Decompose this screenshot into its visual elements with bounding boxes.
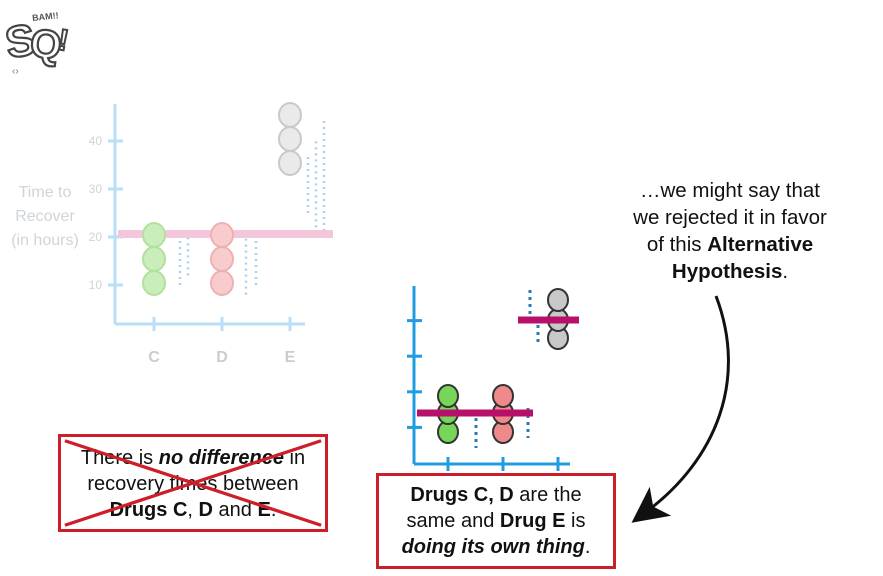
svg-text:BAM!!: BAM!! — [32, 10, 59, 23]
alternative-hypothesis-box: Drugs C, D are the same and Drug E is do… — [376, 473, 616, 569]
right-point-E-2 — [547, 288, 569, 312]
statquest-logo: S Q ! BAM!! ‹› — [1, 2, 78, 84]
left-data-points — [142, 102, 302, 296]
svg-text:‹›: ‹› — [12, 66, 19, 77]
left-x-labels: C D E — [148, 349, 295, 366]
right-data-points — [437, 288, 569, 444]
point-E-2 — [278, 102, 302, 128]
left-residual-lines — [178, 117, 326, 295]
y-tick-label-40: 40 — [89, 134, 103, 148]
right-point-D-2 — [492, 384, 514, 408]
right-axes — [407, 286, 570, 471]
null-hypothesis-box: There is no difference in recovery times… — [58, 434, 328, 532]
alt-mean-lines — [417, 316, 579, 417]
point-D-2 — [210, 222, 234, 248]
x-label-E: E — [285, 349, 296, 366]
curved-arrow-icon — [631, 295, 730, 523]
y-tick-label-20: 20 — [89, 230, 103, 244]
point-C-2 — [142, 222, 166, 248]
x-label-D: D — [216, 349, 228, 366]
y-tick-label-10: 10 — [89, 278, 103, 292]
x-label-C: C — [148, 349, 160, 366]
alternative-note: …we might say that we rejected it in fav… — [633, 179, 827, 283]
right-point-C-2 — [437, 384, 459, 408]
svg-text:Q: Q — [28, 21, 64, 68]
left-y-ticks: 10 20 30 40 — [89, 134, 123, 292]
right-residual-lines — [474, 290, 540, 448]
y-axis-label: Time to Recover (in hours) — [11, 184, 79, 249]
y-tick-label-30: 30 — [89, 182, 103, 196]
